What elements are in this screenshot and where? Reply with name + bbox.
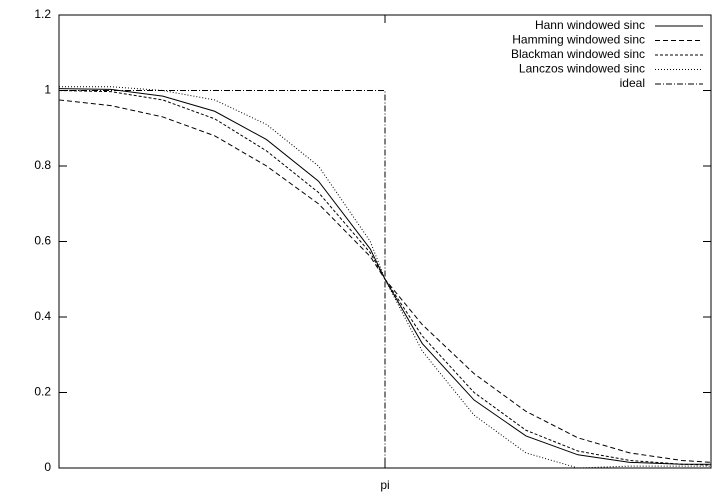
y-tick-label: 0.4 [34,309,51,323]
legend-label: Hann windowed sinc [535,18,645,32]
y-tick-label: 1 [44,83,51,97]
series-line [59,90,711,469]
legend-label: ideal [620,76,645,90]
x-tick-label: pi [380,478,389,492]
y-tick-label: 0 [44,460,51,474]
y-tick-label: 0.2 [34,385,51,399]
legend-label: Hamming windowed sinc [512,33,645,47]
y-tick-label: 0.6 [34,234,51,248]
legend-label: Blackman windowed sinc [511,47,645,61]
y-tick-label: 1.2 [34,7,51,21]
legend-label: Lanczos windowed sinc [519,62,645,76]
y-tick-label: 0.8 [34,158,51,172]
